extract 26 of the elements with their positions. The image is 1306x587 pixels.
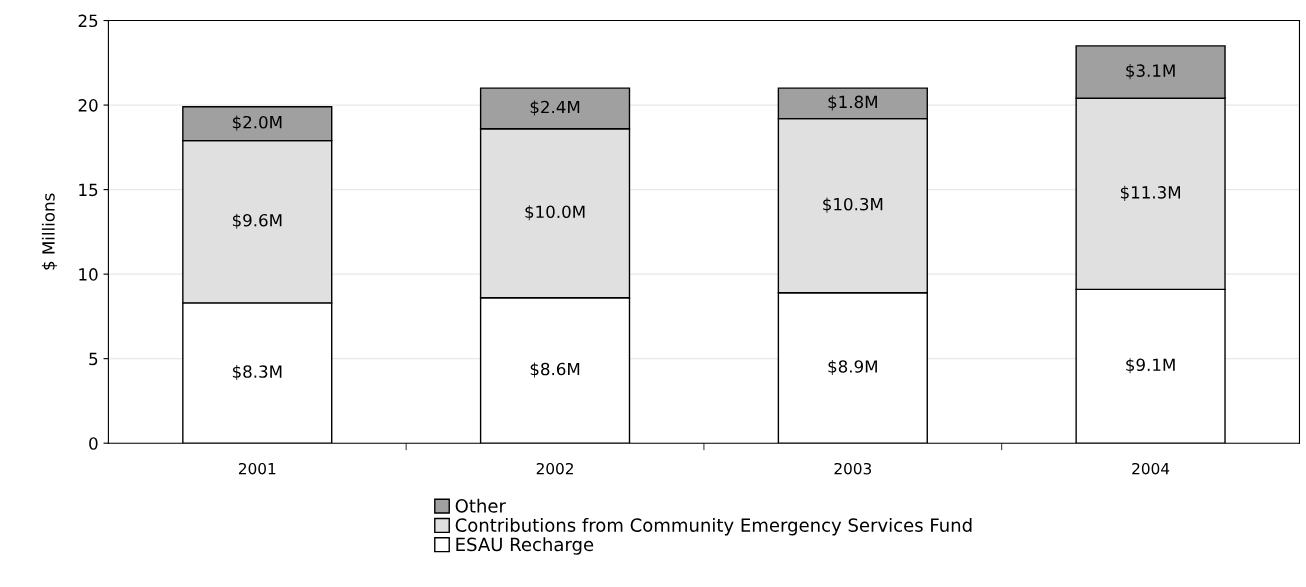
data-label: $9.6M xyxy=(232,213,282,229)
y-tick-label: 25 xyxy=(78,14,98,28)
data-label: $10.3M xyxy=(823,197,883,213)
data-label: $3.1M xyxy=(1126,64,1175,80)
x-tick-label: 2002 xyxy=(536,462,573,475)
data-label: $9.1M xyxy=(1126,358,1175,374)
data-label: $2.4M xyxy=(530,100,580,116)
data-label: $11.3M xyxy=(1120,185,1181,201)
data-label: $10.0M xyxy=(525,205,585,221)
data-label: $1.8M xyxy=(828,95,877,111)
legend-label: ESAU Recharge xyxy=(456,537,594,555)
y-tick-label: 15 xyxy=(79,183,98,197)
legend-label: Contributions from Community Emergency Services Fund xyxy=(455,517,972,536)
y-tick-label: 0 xyxy=(89,437,98,450)
y-tick-label: 10 xyxy=(79,268,98,281)
data-label: $8.3M xyxy=(232,364,282,381)
x-tick-label: 2001 xyxy=(238,462,276,475)
data-label: $8.6M xyxy=(530,362,580,378)
data-label: $2.0M xyxy=(232,115,282,131)
legend-label: Other xyxy=(455,498,506,513)
x-tick-label: 2003 xyxy=(834,462,872,475)
data-label: $8.9M xyxy=(828,359,877,375)
y-tick-label: 5 xyxy=(89,352,98,366)
x-tick-label: 2004 xyxy=(1132,462,1170,475)
y-tick-label: 20 xyxy=(78,99,98,112)
y-axis-title: $ Millions xyxy=(41,193,58,270)
